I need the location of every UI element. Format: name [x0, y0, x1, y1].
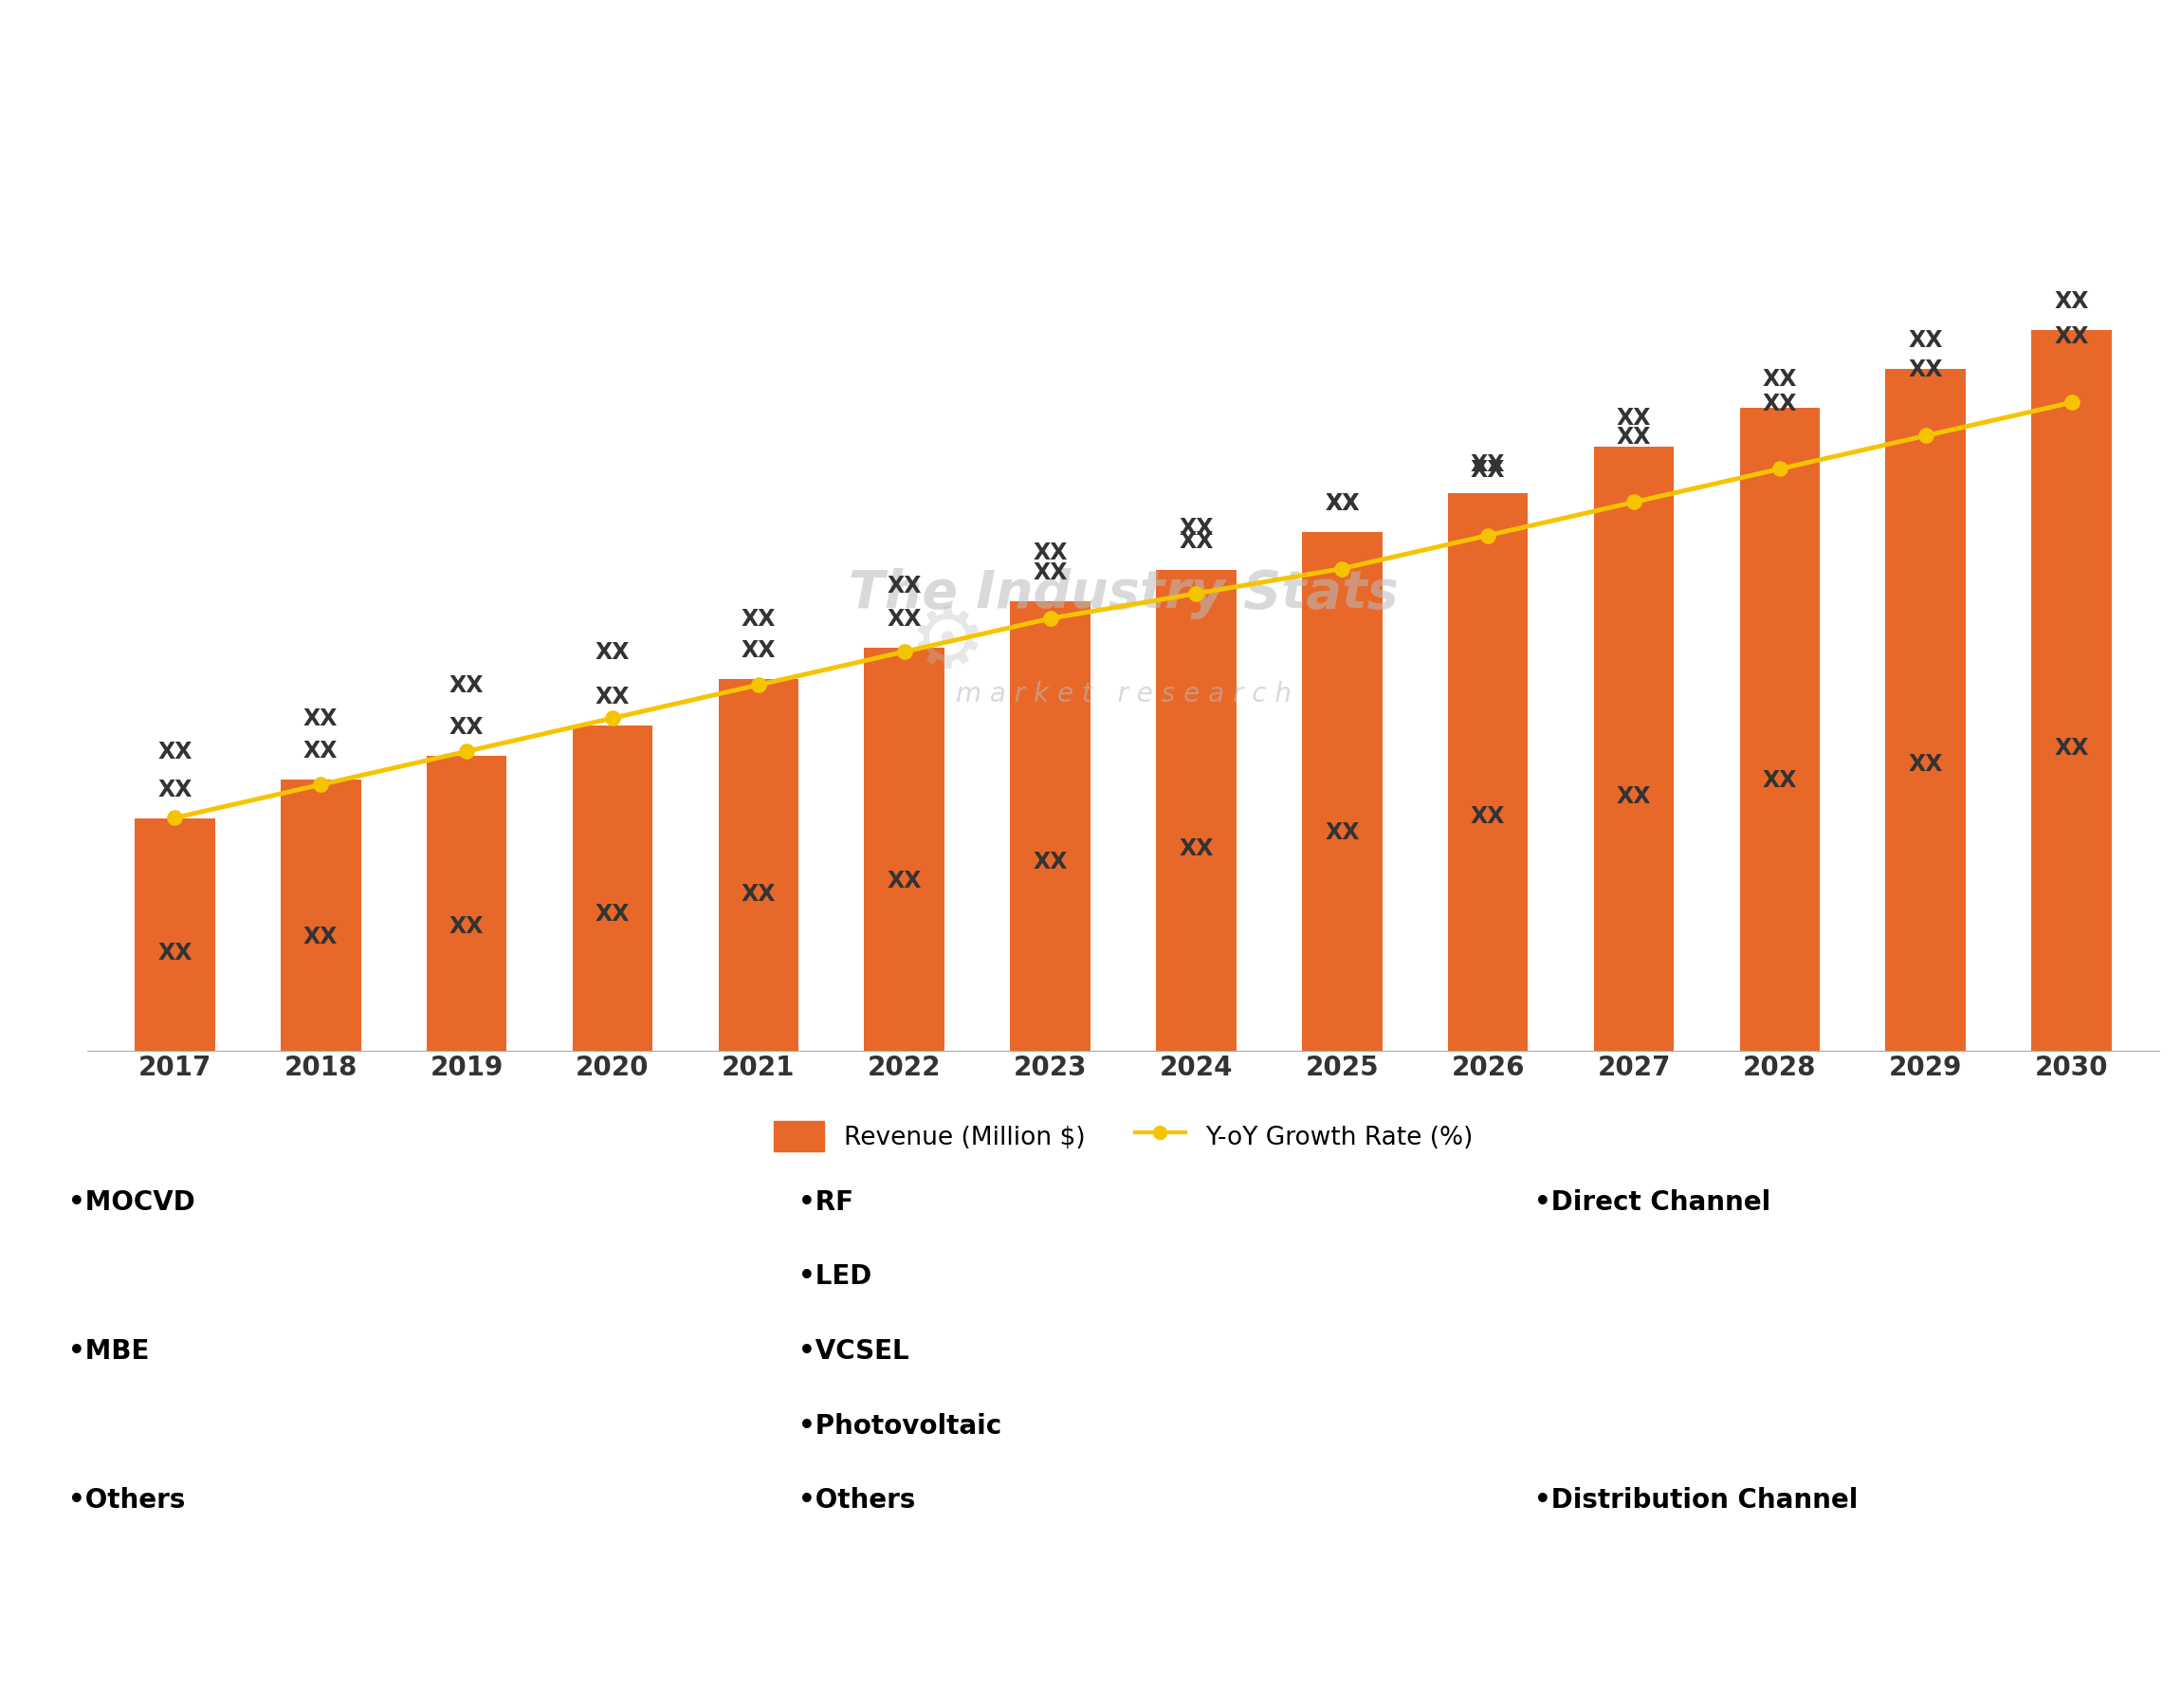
Text: •Distribution Channel: •Distribution Channel — [1533, 1488, 1858, 1513]
Text: Sales Channels: Sales Channels — [1708, 1090, 1945, 1117]
Text: XX: XX — [1762, 769, 1797, 793]
Text: XX: XX — [1034, 851, 1067, 873]
Text: XX: XX — [1762, 367, 1797, 391]
Text: XX: XX — [1470, 453, 1505, 477]
Text: XX: XX — [449, 915, 484, 938]
Text: XX: XX — [1180, 531, 1213, 553]
Bar — [571, 726, 652, 1050]
Bar — [427, 757, 506, 1050]
Text: •Others: •Others — [68, 1488, 185, 1513]
Text: Application: Application — [1003, 1090, 1180, 1117]
Text: The Industry Stats: The Industry Stats — [848, 569, 1398, 618]
Text: XX: XX — [595, 642, 630, 664]
Text: XX: XX — [157, 779, 192, 801]
Text: •VCSEL: •VCSEL — [798, 1337, 909, 1365]
Text: Source: Theindustrystats Analysis: Source: Theindustrystats Analysis — [87, 1616, 545, 1638]
Text: Email: sales@theindustrystats.com: Email: sales@theindustrystats.com — [807, 1616, 1278, 1638]
Text: XX: XX — [1470, 459, 1505, 482]
Text: XX: XX — [1324, 822, 1359, 844]
Bar — [1594, 446, 1675, 1050]
Text: XX: XX — [2055, 290, 2089, 313]
Text: •MBE: •MBE — [68, 1337, 148, 1365]
Text: XX: XX — [303, 926, 338, 948]
Text: •LED: •LED — [798, 1264, 872, 1290]
Text: XX: XX — [1616, 786, 1651, 808]
Text: XX: XX — [742, 883, 776, 905]
Bar — [1448, 494, 1529, 1050]
Bar — [1887, 369, 1965, 1050]
Text: XX: XX — [1908, 359, 1943, 381]
Text: •RF: •RF — [798, 1189, 855, 1216]
Text: XX: XX — [595, 902, 630, 926]
Text: XX: XX — [1324, 492, 1359, 514]
Text: XX: XX — [888, 576, 923, 598]
Text: ⚙: ⚙ — [909, 601, 986, 685]
Text: XX: XX — [1034, 541, 1067, 564]
Text: Website: www.theindustrystats.com: Website: www.theindustrystats.com — [1527, 1616, 2013, 1638]
Text: XX: XX — [1324, 492, 1359, 514]
Text: XX: XX — [1180, 518, 1213, 540]
Text: •Photovoltaic: •Photovoltaic — [798, 1413, 1001, 1440]
Text: XX: XX — [888, 869, 923, 893]
Bar — [1302, 531, 1383, 1050]
Text: XX: XX — [1034, 562, 1067, 584]
Bar — [864, 647, 944, 1050]
Text: XX: XX — [303, 740, 338, 762]
Text: XX: XX — [1616, 425, 1651, 447]
Text: XX: XX — [449, 675, 484, 697]
Text: XX: XX — [2055, 736, 2089, 760]
Text: XX: XX — [1470, 804, 1505, 828]
Text: XX: XX — [1616, 407, 1651, 429]
Text: XX: XX — [1180, 837, 1213, 861]
Text: XX: XX — [303, 707, 338, 731]
Text: XX: XX — [742, 639, 776, 661]
Text: XX: XX — [888, 608, 923, 630]
Text: •Direct Channel: •Direct Channel — [1533, 1189, 1771, 1216]
Text: •MOCVD: •MOCVD — [68, 1189, 194, 1216]
Bar — [135, 818, 216, 1050]
Text: XX: XX — [449, 716, 484, 740]
Bar — [2031, 330, 2111, 1050]
Text: XX: XX — [595, 685, 630, 709]
Legend: Revenue (Million $), Y-oY Growth Rate (%): Revenue (Million $), Y-oY Growth Rate (%… — [763, 1110, 1483, 1161]
Bar — [1740, 408, 1819, 1050]
Text: •Others: •Others — [798, 1488, 916, 1513]
Bar — [1010, 601, 1090, 1050]
Text: XX: XX — [1762, 393, 1797, 415]
Text: XX: XX — [1908, 753, 1943, 775]
Bar — [718, 678, 798, 1050]
Text: XX: XX — [2055, 326, 2089, 348]
Text: XX: XX — [157, 741, 192, 763]
Text: m a r k e t   r e s e a r c h: m a r k e t r e s e a r c h — [955, 681, 1291, 707]
Text: XX: XX — [157, 941, 192, 965]
Bar — [281, 779, 360, 1050]
Text: Product Types: Product Types — [251, 1090, 471, 1117]
Text: XX: XX — [1908, 330, 1943, 352]
Text: Fig. Global Gallium Arsenide (GaAs) Epitaxial Wafers Market Status and Outlook: Fig. Global Gallium Arsenide (GaAs) Epit… — [26, 41, 1333, 70]
Bar — [1156, 570, 1237, 1050]
Text: XX: XX — [742, 608, 776, 630]
